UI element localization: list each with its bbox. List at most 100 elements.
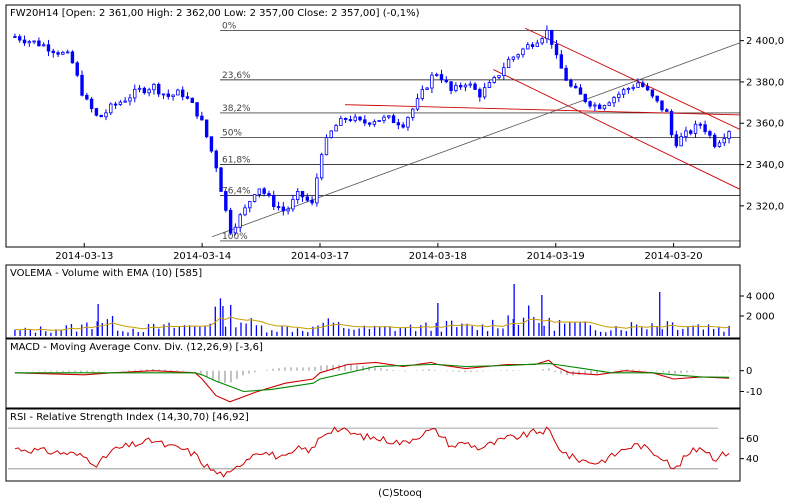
- candle-body: [367, 122, 372, 125]
- candle-body: [617, 93, 621, 98]
- fib-label: 100%: [222, 232, 248, 242]
- candle-body: [305, 196, 309, 201]
- candle-body: [689, 130, 693, 134]
- candle-body: [70, 51, 75, 64]
- candle-body: [13, 36, 17, 38]
- candle-body: [401, 124, 405, 128]
- price-y-tick-label: 2 380,0: [746, 77, 784, 88]
- x-tick-label: 2014-03-18: [409, 251, 467, 262]
- candle-body: [161, 93, 166, 96]
- candle-body: [478, 89, 482, 98]
- candle-body: [89, 98, 94, 109]
- candle-body: [118, 101, 123, 106]
- candle-body: [339, 117, 343, 126]
- candle-body: [516, 54, 520, 58]
- candle-body: [310, 199, 314, 204]
- candle-body: [200, 115, 204, 121]
- x-tick-label: 2014-03-19: [527, 251, 585, 262]
- candle-body: [530, 44, 535, 47]
- candle-body: [391, 115, 396, 124]
- candle-body: [669, 111, 674, 136]
- candle-body: [698, 123, 703, 126]
- candle-body: [602, 105, 607, 110]
- candle-body: [660, 100, 664, 111]
- copyright-footer: (C)Stooq: [378, 488, 422, 499]
- candle-body: [396, 122, 401, 126]
- candle-body: [272, 194, 276, 207]
- candle-body: [526, 44, 530, 50]
- candle-body: [593, 104, 597, 107]
- fib-label: 76,4%: [222, 187, 251, 197]
- x-tick-label: 2014-03-20: [645, 251, 703, 262]
- volume-ema-line: [14, 316, 730, 331]
- candle-body: [324, 137, 329, 156]
- candle-body: [473, 83, 477, 90]
- candle-body: [439, 74, 444, 81]
- candle-body: [363, 119, 367, 124]
- candle-body: [564, 67, 568, 81]
- candle-body: [276, 206, 281, 208]
- price-y-tick-label: 2 360,0: [746, 119, 784, 130]
- candle-body: [578, 87, 583, 95]
- candle-body: [252, 194, 257, 202]
- candle-body: [176, 89, 180, 96]
- candle-body: [569, 79, 573, 87]
- candle-body: [588, 101, 592, 107]
- candle-body: [415, 98, 420, 110]
- candle-body: [204, 119, 209, 138]
- candle-body: [18, 36, 22, 41]
- candle-body: [27, 41, 32, 44]
- candle-body: [267, 193, 271, 196]
- candle-body: [32, 40, 36, 43]
- volume-y-tick-label: 4 000: [746, 292, 775, 303]
- price-chart-title: FW20H14 [Open: 2 361,00 High: 2 362,00 L…: [10, 8, 420, 19]
- candle-body: [559, 54, 564, 69]
- candle-body: [104, 112, 108, 118]
- rsi-y-tick-label: 40: [746, 454, 759, 465]
- candle-body: [583, 93, 587, 103]
- candle-body: [128, 97, 132, 102]
- candle-body: [348, 119, 353, 121]
- candle-body: [142, 87, 147, 94]
- candle-body: [708, 131, 712, 136]
- candle-body: [248, 201, 252, 209]
- candle-body: [286, 208, 290, 212]
- fib-label: 0%: [222, 21, 237, 31]
- candle-body: [655, 95, 659, 102]
- candle-body: [319, 154, 324, 179]
- candle-body: [463, 84, 468, 88]
- volume-y-tick-label: 2 000: [746, 312, 775, 323]
- candle-body: [262, 188, 266, 194]
- price-y-tick-label: 2 320,0: [746, 201, 784, 212]
- candle-body: [61, 51, 65, 55]
- fib-label: 23,6%: [222, 71, 251, 81]
- candle-body: [645, 86, 650, 91]
- volume-plot: 4 000 2 000: [14, 284, 775, 336]
- candle-body: [377, 120, 381, 122]
- candle-body: [51, 50, 55, 54]
- candle-body: [133, 88, 137, 99]
- candle-body: [75, 62, 79, 76]
- candle-body: [65, 51, 70, 54]
- candle-body: [233, 226, 238, 234]
- macd-plot: 0 -10: [14, 359, 762, 403]
- candle-body: [219, 167, 223, 192]
- candle-body: [56, 52, 60, 55]
- candle-body: [353, 116, 357, 121]
- candle-body: [703, 124, 707, 132]
- candle-body: [435, 74, 439, 76]
- candle-body: [80, 74, 84, 96]
- candle-body: [99, 114, 103, 118]
- volume-panel-frame: [5, 264, 741, 339]
- candle-body: [123, 100, 127, 103]
- candle-body: [492, 77, 496, 83]
- x-tick-label: 2014-03-14: [173, 251, 231, 262]
- rsi-plot: 60 40: [8, 426, 759, 478]
- macd-line: [14, 359, 730, 403]
- candle-body: [511, 56, 516, 60]
- candle-body: [37, 40, 41, 47]
- price-panel-frame: [5, 4, 741, 248]
- candle-body: [487, 82, 492, 89]
- candle-body: [281, 206, 286, 212]
- candle-body: [597, 104, 602, 110]
